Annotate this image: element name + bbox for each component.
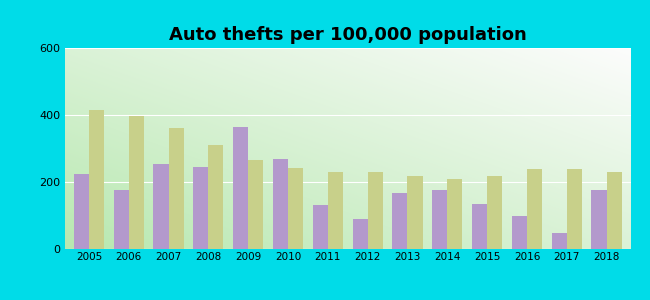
Bar (129, 116, 144, 249)
Bar (248, 160, 263, 249)
Bar (328, 172, 343, 249)
Bar (233, 127, 248, 249)
Bar (408, 176, 422, 249)
Bar (313, 206, 328, 249)
Bar (114, 190, 129, 249)
Bar (472, 204, 487, 249)
Bar (209, 145, 224, 249)
Bar (193, 167, 209, 249)
Bar (73, 174, 89, 249)
Bar (606, 172, 622, 249)
Bar (432, 190, 447, 249)
Bar (592, 190, 606, 249)
Bar (567, 169, 582, 249)
Bar (447, 178, 462, 249)
Bar (527, 169, 542, 249)
Bar (352, 219, 368, 249)
Title: Auto thefts per 100,000 population: Auto thefts per 100,000 population (169, 26, 526, 44)
Bar (273, 159, 288, 249)
Bar (288, 168, 303, 249)
Bar (512, 215, 527, 249)
Bar (168, 128, 184, 249)
Bar (487, 176, 502, 249)
Bar (393, 193, 408, 249)
Bar (89, 110, 104, 249)
Bar (153, 164, 168, 249)
Bar (552, 233, 567, 249)
Bar (368, 172, 383, 249)
